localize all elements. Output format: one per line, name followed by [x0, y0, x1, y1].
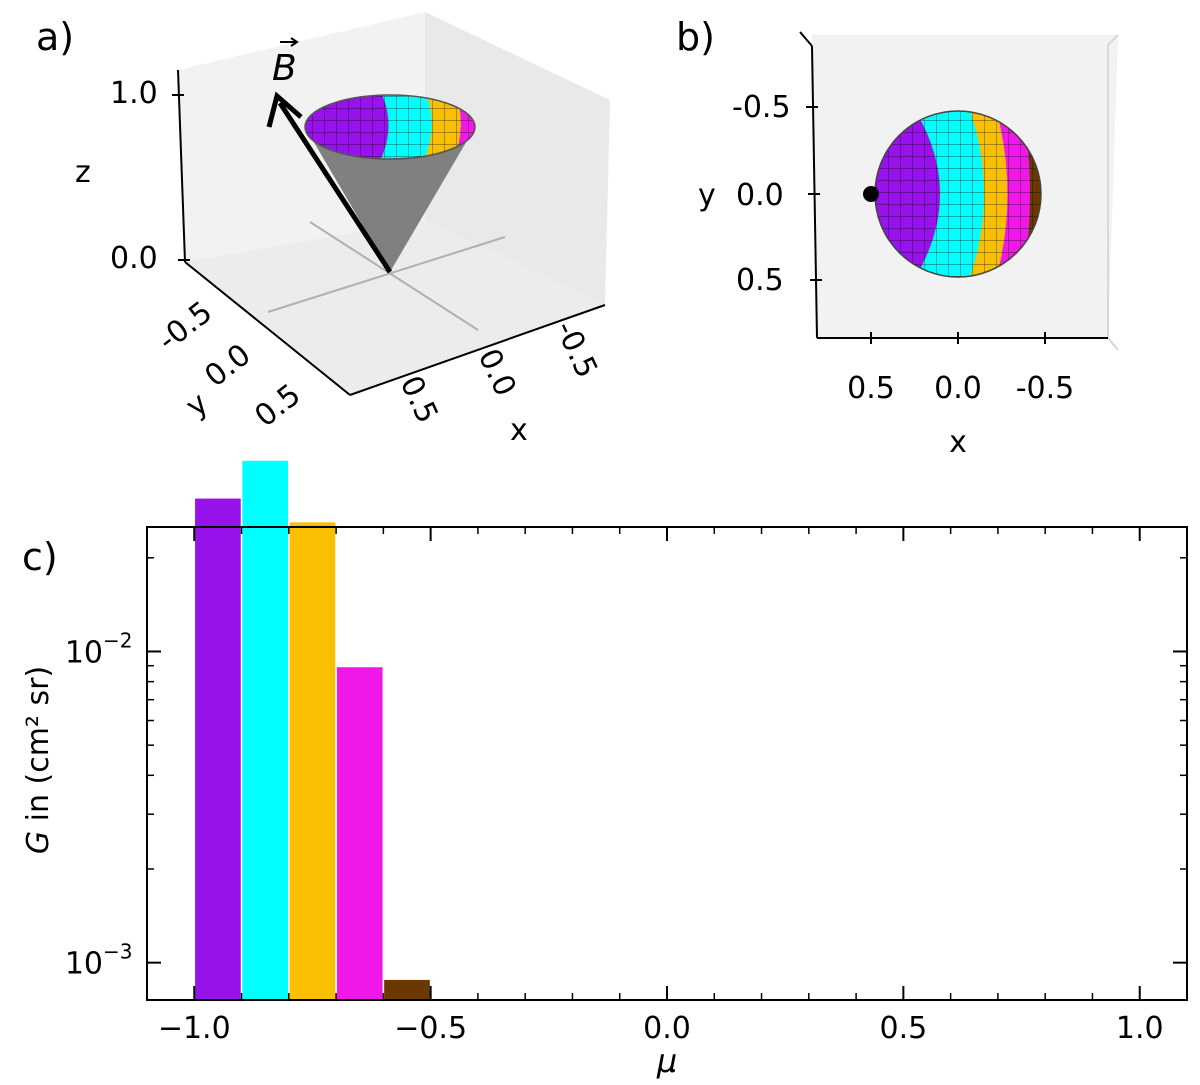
x-axis-line [349, 304, 606, 396]
chart-c: −1.0 −0.5 0.0 0.5 1.010−210−3 [65, 460, 1188, 1046]
a-z-tick-2: 0.0 [110, 241, 158, 276]
b-y-tick-1: -0.5 [732, 90, 791, 125]
b-y-axis-line [811, 45, 818, 339]
bar-5 [384, 979, 430, 1000]
c-x-tick-label-2: −0.5 [394, 1011, 467, 1046]
a-x-tick-1: 0.5 [393, 371, 445, 429]
floor-line-2 [267, 236, 506, 313]
z-axis-line [177, 69, 186, 263]
bar-3 [289, 522, 336, 1000]
a-z-tick-1: 1.0 [110, 76, 158, 111]
bar-4 [336, 667, 383, 1000]
a-x-axis-label: x [510, 413, 528, 448]
floor-line-1 [309, 221, 479, 331]
b-vector-arrow [277, 101, 393, 274]
panel-b: b) -0.5 0.0 0.5 y 0.5 0.0 -0.5 x [676, 15, 1119, 460]
a-y-axis-label: y [179, 386, 215, 425]
back-pane-right [425, 12, 610, 305]
c-y-axis-label: G in (cm² sr) [21, 666, 56, 854]
b-y-tick-3: 0.5 [736, 263, 784, 298]
bar-1 [195, 498, 241, 1000]
c-x-axis-label: μ [656, 1042, 677, 1080]
panel-c-label: c) [22, 535, 58, 579]
b-x-axis-label: x [949, 425, 967, 460]
c-x-tick-label-5: 1.0 [1116, 1011, 1164, 1046]
a-x-tick-2: 0.0 [471, 344, 523, 402]
b-field-point [863, 186, 879, 202]
b-y-axis-label: y [698, 178, 716, 213]
panel-a-label: a) [36, 15, 74, 59]
a-x-tick-3: -0.5 [548, 316, 604, 384]
b-vector-over-arrowhead [290, 37, 299, 47]
b-x-tick-1: 0.5 [847, 371, 895, 406]
a-y-tick-1: -0.5 [151, 295, 219, 359]
floor-pane [185, 220, 605, 395]
y-axis-line [184, 261, 351, 396]
c-x-tick-label-4: 0.5 [880, 1011, 928, 1046]
bar-2 [242, 460, 289, 1000]
a-y-tick-3: 0.5 [248, 377, 307, 434]
b-x-tick-3: -0.5 [1016, 371, 1075, 406]
a-z-axis-label: z [75, 155, 91, 190]
b-y-tick-2: 0.0 [736, 178, 784, 213]
cone [305, 127, 475, 272]
a-y-tick-2: 0.0 [198, 337, 257, 394]
disc-rim [304, 94, 476, 160]
b-vector-arrowhead [266, 91, 303, 128]
panel-b-label: b) [676, 15, 715, 59]
b-x-tick-2: 0.0 [934, 371, 982, 406]
b-corner-mark [799, 31, 813, 47]
b-vector-label: B [272, 48, 297, 89]
c-x-tick-label-3: 0.0 [643, 1011, 691, 1046]
c-y-tick-exp-2: −3 [103, 940, 132, 964]
c-y-tick-label-1: 10 [65, 635, 103, 670]
c-y-tick-label-2: 10 [65, 947, 103, 982]
c-x-tick-label-1: −1.0 [158, 1011, 231, 1046]
panel-c: c) −1.0 −0.5 0.0 0.5 1.010−210−3 G in (cm² s… [21, 460, 1188, 1080]
c-y-axis-label-rest: in (cm² sr) [21, 666, 56, 831]
panel-a: a) B 1.0 0.0 z [36, 12, 610, 448]
b-pane-edge [1107, 34, 1119, 351]
c-y-axis-label-main: G [21, 831, 56, 854]
c-y-tick-exp-1: −2 [103, 628, 132, 652]
